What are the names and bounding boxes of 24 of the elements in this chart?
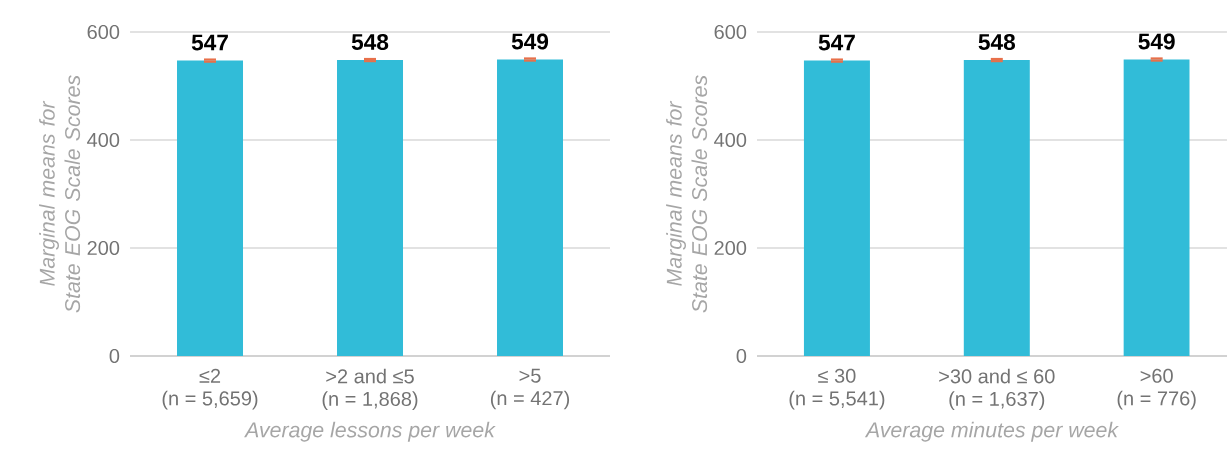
y-tick-label: 200	[87, 240, 120, 256]
x-axis-title: Average minutes per week	[864, 421, 1119, 442]
y-axis-title: Marginal means for State EOG Scale Scores	[666, 75, 708, 313]
data-label: 547	[191, 34, 228, 51]
y-tick-label: 0	[109, 348, 120, 364]
data-label: 548	[978, 33, 1016, 51]
x-tick-label: ≤2 (n = 5,659)	[162, 368, 258, 410]
x-tick-label: >60 (n = 776)	[1117, 368, 1196, 410]
data-label: 548	[351, 33, 389, 51]
data-label: 549	[511, 33, 549, 50]
data-label: 547	[818, 34, 855, 51]
x-tick-label: >2 and ≤5 (n = 1,868)	[322, 368, 418, 410]
y-tick-label: 600	[714, 24, 747, 40]
x-axis-title: Average lessons per week	[244, 421, 496, 442]
y-tick-label: 600	[87, 24, 120, 40]
x-tick-label: >5 (n = 427)	[490, 368, 570, 410]
x-tick-label: >30 and ≤ 60 (n = 1,637)	[939, 368, 1055, 410]
x-tick-label: ≤ 30 (n = 5,541)	[789, 368, 885, 410]
y-tick-label: 200	[714, 240, 747, 256]
y-tick-label: 400	[87, 132, 120, 148]
data-label: 549	[1138, 33, 1175, 50]
y-axis-title: Marginal means for State EOG Scale Scores	[39, 75, 81, 313]
y-tick-label: 0	[736, 348, 747, 364]
y-tick-label: 400	[714, 132, 747, 148]
